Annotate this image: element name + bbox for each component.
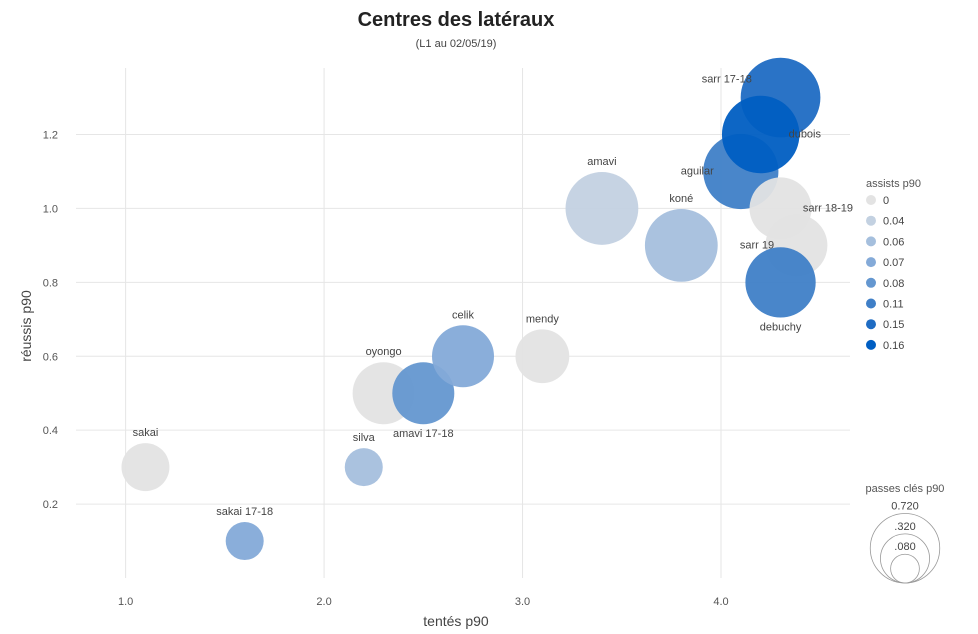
y-tick-label: 1.2 xyxy=(43,130,58,142)
x-tick-label: 1.0 xyxy=(118,596,133,608)
color-legend-label: 0.06 xyxy=(883,236,904,248)
color-legend-swatch xyxy=(866,277,876,288)
size-legend: passes clés p90 0.720 .320 .080 xyxy=(866,483,945,584)
chart-subtitle: (L1 au 02/05/19) xyxy=(416,38,497,50)
color-legend-swatch xyxy=(866,236,876,247)
size-legend-label: .080 xyxy=(894,541,915,553)
point-label: sarr 17-18 xyxy=(702,74,752,86)
y-tick-label: 0.2 xyxy=(43,499,58,511)
color-legend-label: 0 xyxy=(883,195,889,207)
point-label: aguilar xyxy=(681,165,714,177)
bubble xyxy=(721,95,800,174)
y-tick-label: 1.0 xyxy=(43,203,58,215)
bubble xyxy=(565,172,639,245)
x-axis-label: tentés p90 xyxy=(423,613,489,629)
point-label: debuchy xyxy=(760,321,802,333)
point-label: mendy xyxy=(526,313,560,325)
color-legend-label: 0.11 xyxy=(883,299,904,311)
point-label: celik xyxy=(452,309,475,321)
point-label: sakai 17-18 xyxy=(216,506,273,518)
point-label: sakai xyxy=(133,427,159,439)
color-legend-swatch xyxy=(866,257,876,268)
bubble xyxy=(392,362,455,425)
color-legend-label: 0.15 xyxy=(883,319,904,331)
size-legend-label: 0.720 xyxy=(891,501,919,513)
axis-ticks: 1.0 2.0 3.0 4.0 0.2 0.4 0.6 0.8 1.0 1.2 xyxy=(43,130,729,608)
x-tick-label: 4.0 xyxy=(713,596,728,608)
bubble xyxy=(225,522,264,561)
size-legend-circle xyxy=(890,553,920,584)
point-label: amavi 17-18 xyxy=(393,428,454,440)
color-legend-swatch xyxy=(866,339,876,350)
point-label: koné xyxy=(669,193,693,205)
point-label: sarr 19 xyxy=(740,239,774,251)
y-tick-label: 0.4 xyxy=(43,425,58,437)
bubble xyxy=(432,325,494,388)
color-legend-label: 0.04 xyxy=(883,216,904,228)
point-label: amavi xyxy=(587,156,616,168)
point-label: oyongo xyxy=(366,346,402,358)
y-tick-label: 0.6 xyxy=(43,351,58,363)
bubble xyxy=(515,329,570,384)
bubble xyxy=(745,247,816,318)
bubble xyxy=(121,443,170,492)
bubble xyxy=(644,208,718,282)
point-label: dubois xyxy=(789,129,822,141)
y-axis-label: réussis p90 xyxy=(18,290,34,362)
grid-lines xyxy=(76,68,850,578)
point-labels: sakai sakai 17-18 silva oyongo amavi 17-18 ce… xyxy=(133,74,853,518)
x-tick-label: 2.0 xyxy=(316,596,331,608)
color-legend-swatch xyxy=(866,319,876,330)
color-legend-label: 0.16 xyxy=(883,340,904,352)
color-legend-label: 0.08 xyxy=(883,278,904,290)
point-label: sarr 18-19 xyxy=(803,202,853,214)
color-legend-label: 0.07 xyxy=(883,257,904,269)
point-label: silva xyxy=(353,432,376,444)
x-tick-label: 3.0 xyxy=(515,596,530,608)
size-legend-label: .320 xyxy=(894,521,915,533)
color-legend-swatch xyxy=(866,298,876,309)
color-legend-swatch xyxy=(866,215,876,226)
bubbles xyxy=(121,57,828,561)
chart-title: Centres des latéraux xyxy=(358,9,555,31)
size-legend-title: passes clés p90 xyxy=(866,483,945,495)
bubble xyxy=(344,448,383,487)
color-legend-swatch xyxy=(866,195,876,205)
y-tick-label: 0.8 xyxy=(43,277,58,289)
color-legend: assists p90 0 0.04 0.06 0.07 0.08 0.11 0.15 0.1… xyxy=(866,178,921,352)
color-legend-title: assists p90 xyxy=(866,178,921,190)
